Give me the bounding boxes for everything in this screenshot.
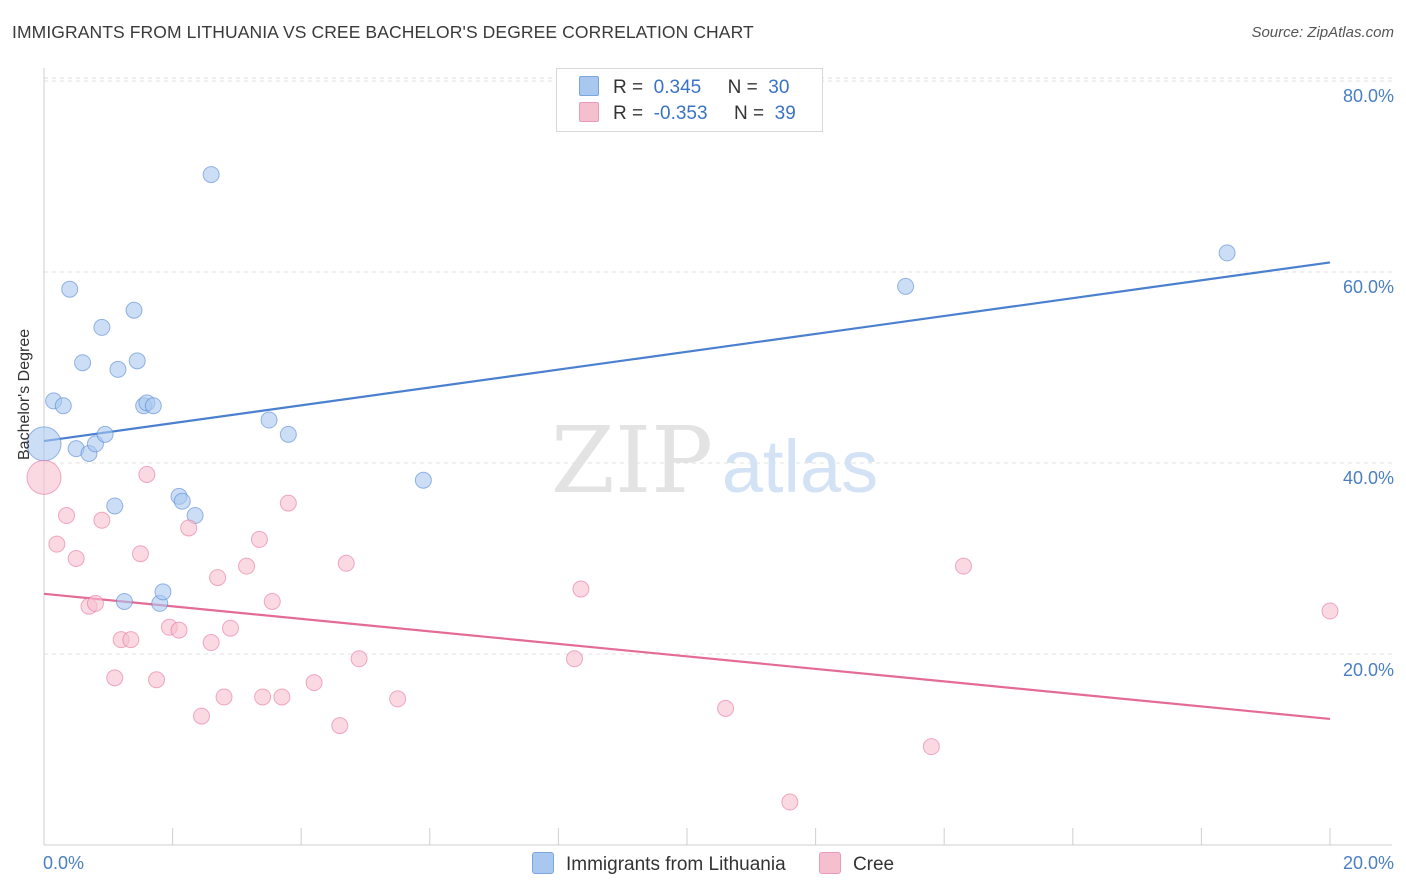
data-points (26, 166, 1339, 811)
legend-r-value: -0.353 (653, 103, 708, 124)
data-point-cree (86, 594, 104, 612)
legend-r-value: 0.345 (653, 77, 702, 98)
legend-n-label: N = (727, 77, 758, 98)
y-tick-label-80: 80.0% (1342, 86, 1394, 106)
y-tick-label-20: 20.0% (1342, 660, 1394, 680)
axes (43, 68, 1392, 846)
data-point-cree (922, 738, 940, 756)
data-point-cree (170, 621, 188, 639)
series-name-lithuania: Immigrants from Lithuania (566, 854, 786, 875)
data-point-cree (565, 650, 583, 668)
data-point-lithuania (54, 397, 72, 415)
watermark: ZIP atlas (551, 407, 878, 514)
series-swatch-lithuania (532, 852, 554, 874)
data-point-cree (331, 717, 349, 735)
correlation-legend: R = 0.345 N = 30 R = -0.353 N = 39 (556, 68, 823, 132)
data-point-cree (193, 707, 211, 725)
legend-swatch-cree (579, 102, 599, 122)
data-point-cree (717, 699, 735, 717)
data-point-lithuania (106, 497, 124, 515)
series-legend: Immigrants from Lithuania Cree (532, 852, 922, 876)
data-point-cree (389, 690, 407, 708)
data-point-lithuania (279, 425, 297, 443)
legend-row-cree: R = -0.353 N = 39 (579, 102, 796, 126)
data-point-cree (180, 519, 198, 537)
data-point-lithuania (897, 277, 915, 295)
data-point-lithuania (96, 425, 114, 443)
data-point-cree (209, 569, 227, 587)
data-point-cree (148, 671, 166, 689)
data-point-cree (48, 535, 66, 553)
data-point-lithuania (154, 583, 172, 601)
data-point-cree (215, 688, 233, 706)
data-point-lithuania (1218, 244, 1236, 262)
data-point-cree (250, 530, 268, 548)
series-legend-cree: Cree (818, 852, 895, 876)
trend-line-cree (43, 592, 1331, 721)
data-point-cree (93, 511, 111, 529)
data-point-cree (238, 557, 256, 575)
data-point-lithuania (128, 352, 146, 370)
y-tick-label-60: 60.0% (1342, 277, 1394, 297)
series-legend-lithuania: Immigrants from Lithuania (532, 852, 786, 876)
data-point-cree (350, 650, 368, 668)
data-point-lithuania (109, 360, 127, 378)
legend-n-label: N = (733, 103, 765, 124)
source-label: Source: ZipAtlas.com (1251, 24, 1394, 41)
data-point-lithuania (61, 280, 79, 298)
trend-lines (43, 261, 1331, 721)
data-point-cree (337, 554, 355, 572)
data-point-cree (131, 545, 149, 563)
watermark-zip: ZIP (551, 407, 713, 514)
data-point-lithuania (125, 301, 143, 319)
y-tick-label-40: 40.0% (1342, 468, 1394, 488)
data-point-cree (202, 634, 220, 652)
data-point-cree (273, 688, 291, 706)
data-point-cree (138, 465, 156, 483)
data-point-lithuania (74, 354, 92, 372)
x-tick-label-20: 20.0% (1342, 853, 1394, 873)
series-swatch-cree (818, 852, 841, 874)
data-point-cree (305, 674, 323, 692)
data-point-lithuania (144, 397, 162, 415)
data-point-cree (263, 592, 281, 610)
data-point-lithuania (93, 318, 111, 336)
legend-n-value: 30 (768, 77, 790, 98)
data-point-lithuania (202, 166, 220, 184)
data-point-cree (122, 631, 140, 649)
data-point-cree (106, 669, 124, 687)
data-point-cree (26, 459, 62, 495)
data-point-cree (254, 688, 272, 706)
data-point-cree (954, 557, 972, 575)
trend-line-lithuania (43, 261, 1331, 443)
data-point-cree (67, 550, 85, 567)
legend-n-value: 39 (774, 103, 796, 124)
legend-r-label: R = (613, 77, 644, 98)
series-name-cree: Cree (852, 854, 895, 875)
data-point-lithuania (260, 411, 278, 429)
data-point-cree (781, 793, 799, 811)
data-point-cree (1321, 602, 1339, 620)
chart-title: IMMIGRANTS FROM LITHUANIA VS CREE BACHEL… (12, 22, 754, 42)
legend-row-lithuania: R = 0.345 N = 30 (579, 76, 789, 100)
data-point-cree (572, 580, 590, 598)
data-point-lithuania (173, 492, 191, 510)
data-point-lithuania (414, 471, 432, 489)
legend-r-label: R = (613, 103, 644, 124)
watermark-atlas: atlas (722, 425, 878, 508)
x-tick-label-0: 0.0% (43, 853, 85, 873)
data-point-cree (221, 619, 239, 637)
data-point-cree (279, 494, 297, 512)
data-point-cree (58, 507, 76, 525)
y-axis-label: Bachelor's Degree (16, 328, 33, 460)
legend-swatch-lithuania (579, 76, 599, 96)
data-point-lithuania (115, 592, 133, 610)
